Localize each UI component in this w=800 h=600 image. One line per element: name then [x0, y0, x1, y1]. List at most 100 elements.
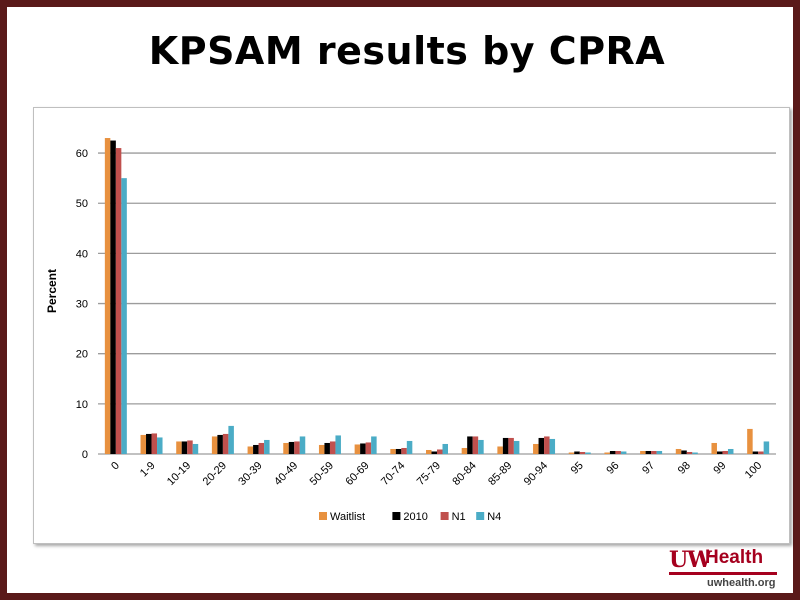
- legend-entry: Waitlist: [330, 511, 365, 523]
- x-tick-label: 99: [711, 460, 728, 477]
- legend-entry: N1: [452, 511, 466, 523]
- bar-n4-20-29: [228, 425, 234, 454]
- bar-2010-10-19: [181, 441, 188, 454]
- bar-n1-60-69: [365, 442, 372, 454]
- bar-2010-90-94: [538, 437, 545, 454]
- x-tick-label: 95: [569, 460, 586, 477]
- bar-2010-100: [752, 451, 759, 454]
- bar-n1-40-49: [294, 441, 300, 454]
- bar-waitlist-30-39: [247, 446, 254, 454]
- bar-n4-10-19: [192, 443, 199, 454]
- bar-waitlist-50-59: [318, 444, 325, 454]
- x-tick-label: 40-49: [272, 460, 300, 488]
- legend-swatch-2010: [392, 512, 401, 520]
- bar-waitlist-96: [604, 452, 610, 454]
- bar-2010-95: [574, 451, 580, 454]
- bar-n1-70-74: [401, 447, 407, 454]
- x-tick-label: 10-19: [165, 460, 193, 488]
- x-tick-label: 85-89: [486, 460, 514, 488]
- bar-n1-96: [615, 450, 621, 454]
- bar-n4-98: [692, 452, 698, 454]
- bar-waitlist-75-79: [426, 449, 432, 454]
- chart-area: 0 10 20 30 40 50 60 Percent 0 1-9 10-19 20-29 30-39 4…: [33, 107, 790, 544]
- bar-n1-0: [115, 148, 122, 454]
- bar-2010-85-89: [502, 437, 509, 454]
- bar-2010-80-84: [467, 436, 473, 454]
- bar-n4-40-49: [299, 436, 306, 454]
- bar-2010-98: [681, 450, 687, 454]
- bar-n4-0: [121, 178, 127, 454]
- x-tick-label: 30-39: [236, 460, 264, 488]
- x-tick-label: 20-29: [201, 460, 229, 488]
- x-tick-label: 0: [109, 460, 122, 473]
- bar-2010-97: [645, 450, 652, 454]
- bar-2010-70-74: [395, 448, 402, 454]
- bar-waitlist-80-84: [461, 447, 468, 454]
- bar-n1-90-94: [544, 436, 550, 454]
- bar-n1-97: [651, 450, 657, 454]
- bar-2010-99: [716, 451, 723, 454]
- logo-health-text: Health: [705, 547, 764, 568]
- bar-n4-85-89: [513, 440, 520, 454]
- bar-n1-1-9: [151, 433, 158, 454]
- bar-waitlist-40-49: [283, 442, 289, 454]
- bar-2010-30-39: [253, 444, 259, 454]
- bar-n4-97: [656, 450, 663, 454]
- legend-swatch-n1: [440, 512, 449, 520]
- y-tick-label: 30: [76, 299, 88, 311]
- page-title: KPSAM results by CPRA: [148, 29, 666, 73]
- bar-waitlist-60-69: [354, 444, 361, 454]
- logo-uw-text: UW: [669, 547, 712, 573]
- y-tick-label: 40: [76, 248, 88, 260]
- logo-underline: [669, 572, 777, 575]
- bar-waitlist-100: [747, 428, 753, 454]
- legend-swatch-waitlist: [319, 512, 327, 520]
- bar-n4-80-84: [478, 439, 484, 454]
- x-tick-label: 80-84: [450, 460, 478, 488]
- bar-n1-20-29: [222, 433, 229, 454]
- bar-n4-1-9: [157, 437, 163, 454]
- bar-n1-80-84: [472, 436, 479, 454]
- bar-waitlist-20-29: [211, 436, 218, 454]
- bar-waitlist-85-89: [497, 446, 503, 454]
- bar-waitlist-0: [104, 138, 111, 454]
- y-tick-label: 50: [76, 198, 88, 210]
- bar-2010-20-29: [217, 434, 223, 454]
- bar-waitlist-98: [675, 448, 682, 454]
- y-tick-label: 20: [76, 349, 88, 361]
- logo-url: uwhealth.org: [707, 577, 776, 589]
- bar-n1-99: [722, 450, 728, 454]
- x-tick-label: 50-59: [308, 460, 336, 488]
- bar-n1-75-79: [437, 449, 443, 454]
- bar-waitlist-70-74: [390, 448, 396, 454]
- bar-n1-30-39: [258, 442, 265, 454]
- x-tick-label: 60-69: [343, 460, 371, 488]
- bar-n1-100: [758, 451, 764, 454]
- bar-waitlist-95: [568, 452, 575, 454]
- bar-n4-90-94: [549, 438, 556, 454]
- bar-n4-50-59: [335, 435, 341, 454]
- bar-n4-95: [585, 452, 591, 454]
- bar-n4-100: [763, 441, 770, 454]
- uw-health-logo: UW Health uwhealth.org: [669, 545, 779, 595]
- bar-2010-96: [609, 450, 616, 454]
- bar-2010-60-69: [360, 443, 366, 454]
- x-tick-label: 70-74: [379, 460, 407, 488]
- y-tick-label: 10: [76, 399, 88, 411]
- bar-n4-70-74: [406, 440, 413, 454]
- bar-waitlist-90-94: [533, 443, 539, 454]
- bar-2010-40-49: [288, 441, 295, 454]
- x-tick-label: 1-9: [138, 460, 158, 480]
- legend-entry: N4: [487, 511, 501, 523]
- bar-waitlist-97: [640, 450, 646, 454]
- x-tick-label: 75-79: [415, 460, 443, 488]
- bar-n1-95: [579, 451, 586, 454]
- bar-n1-98: [686, 451, 693, 454]
- bar-chart: 0 10 20 30 40 50 60 Percent 0 1-9 10-19 20-29 30-39 4…: [45, 138, 776, 523]
- bar-n4-60-69: [371, 436, 377, 454]
- bar-n1-85-89: [508, 437, 514, 454]
- bar-n4-99: [727, 448, 734, 454]
- bar-waitlist-10-19: [176, 441, 182, 454]
- bar-n1-50-59: [329, 441, 336, 454]
